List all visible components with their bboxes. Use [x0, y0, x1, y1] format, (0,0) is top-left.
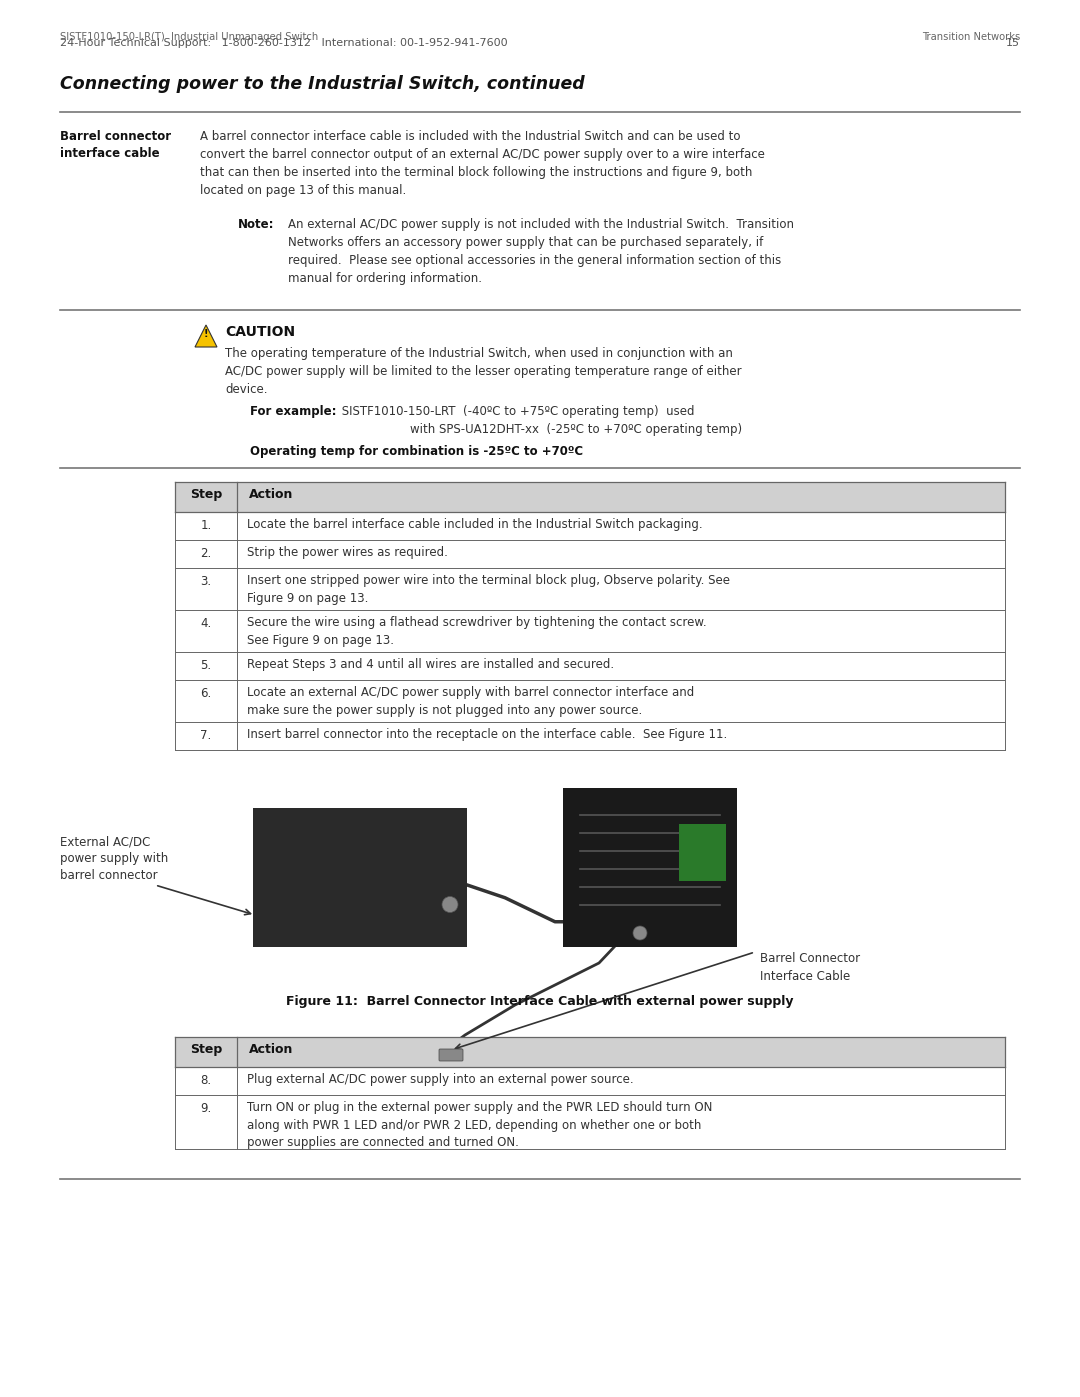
Text: Locate an external AC/DC power supply with barrel connector interface and
make s: Locate an external AC/DC power supply wi…	[247, 686, 694, 717]
FancyBboxPatch shape	[253, 807, 467, 947]
FancyBboxPatch shape	[175, 541, 1005, 569]
Text: Interface Cable: Interface Cable	[760, 970, 850, 983]
Text: Turn ON or plug in the external power supply and the PWR LED should turn ON
alon: Turn ON or plug in the external power su…	[247, 1101, 713, 1148]
Text: 24-Hour Technical Support:   1-800-260-1312   International: 00-1-952-941-7600: 24-Hour Technical Support: 1-800-260-131…	[60, 38, 508, 47]
Text: Step: Step	[190, 488, 222, 502]
Text: An external AC/DC power supply is not included with the Industrial Switch.  Tran: An external AC/DC power supply is not in…	[288, 218, 794, 285]
Text: For example:: For example:	[249, 405, 337, 418]
Text: 7.: 7.	[201, 729, 212, 742]
FancyBboxPatch shape	[175, 680, 1005, 722]
Text: SISTF1010-150-LRT  (-40ºC to +75ºC operating temp)  used: SISTF1010-150-LRT (-40ºC to +75ºC operat…	[338, 405, 694, 418]
FancyBboxPatch shape	[175, 1037, 1005, 1067]
Text: 1.: 1.	[201, 520, 212, 532]
Text: Insert one stripped power wire into the terminal block plug, Observe polarity. S: Insert one stripped power wire into the …	[247, 574, 730, 605]
Text: Connecting power to the Industrial Switch, continued: Connecting power to the Industrial Switc…	[60, 75, 584, 94]
Text: SISTF1010-150-LR(T)  Industrial Unmanaged Switch: SISTF1010-150-LR(T) Industrial Unmanaged…	[60, 32, 319, 42]
Text: 3.: 3.	[201, 576, 212, 588]
Text: 5.: 5.	[201, 659, 212, 672]
FancyBboxPatch shape	[175, 511, 1005, 541]
Text: Barrel Connector: Barrel Connector	[760, 951, 860, 965]
Text: 6.: 6.	[201, 687, 212, 700]
FancyBboxPatch shape	[563, 788, 737, 947]
Text: Figure 11:  Barrel Connector Interface Cable with external power supply: Figure 11: Barrel Connector Interface Ca…	[286, 995, 794, 1009]
Text: Plug external AC/DC power supply into an external power source.: Plug external AC/DC power supply into an…	[247, 1073, 634, 1085]
Text: Repeat Steps 3 and 4 until all wires are installed and secured.: Repeat Steps 3 and 4 until all wires are…	[247, 658, 615, 671]
Text: power supply with: power supply with	[60, 852, 168, 865]
Text: Insert barrel connector into the receptacle on the interface cable.  See Figure : Insert barrel connector into the recepta…	[247, 728, 727, 740]
FancyBboxPatch shape	[175, 482, 1005, 511]
Text: Transition Networks: Transition Networks	[921, 32, 1020, 42]
FancyBboxPatch shape	[175, 722, 1005, 750]
Text: 15: 15	[1005, 38, 1020, 47]
Text: 9.: 9.	[201, 1102, 212, 1115]
Text: !: !	[204, 330, 208, 339]
FancyBboxPatch shape	[438, 1049, 463, 1060]
FancyBboxPatch shape	[175, 1067, 1005, 1095]
Text: The operating temperature of the Industrial Switch, when used in conjunction wit: The operating temperature of the Industr…	[225, 346, 742, 395]
FancyBboxPatch shape	[175, 1095, 1005, 1148]
Text: Operating temp for combination is -25ºC to +70ºC: Operating temp for combination is -25ºC …	[249, 446, 583, 458]
Text: Action: Action	[249, 1044, 294, 1056]
FancyBboxPatch shape	[175, 569, 1005, 610]
Text: External AC/DC: External AC/DC	[60, 835, 150, 848]
Text: CAUTION: CAUTION	[225, 326, 295, 339]
Text: Barrel connector: Barrel connector	[60, 130, 171, 142]
Polygon shape	[195, 326, 217, 346]
Text: Step: Step	[190, 1044, 222, 1056]
Circle shape	[442, 897, 458, 912]
Text: Locate the barrel interface cable included in the Industrial Switch packaging.: Locate the barrel interface cable includ…	[247, 518, 703, 531]
Circle shape	[633, 926, 647, 940]
Text: 2.: 2.	[201, 548, 212, 560]
FancyBboxPatch shape	[175, 610, 1005, 652]
Text: interface cable: interface cable	[60, 147, 160, 161]
Text: 8.: 8.	[201, 1074, 212, 1087]
FancyBboxPatch shape	[175, 652, 1005, 680]
Text: A barrel connector interface cable is included with the Industrial Switch and ca: A barrel connector interface cable is in…	[200, 130, 765, 197]
Text: Note:: Note:	[238, 218, 274, 231]
FancyBboxPatch shape	[679, 824, 726, 882]
Text: Strip the power wires as required.: Strip the power wires as required.	[247, 546, 448, 559]
Text: barrel connector: barrel connector	[60, 869, 158, 882]
Text: Action: Action	[249, 488, 294, 502]
Text: 4.: 4.	[201, 617, 212, 630]
Text: with SPS-UA12DHT-xx  (-25ºC to +70ºC operating temp): with SPS-UA12DHT-xx (-25ºC to +70ºC oper…	[410, 423, 742, 436]
Text: Secure the wire using a flathead screwdriver by tightening the contact screw.
Se: Secure the wire using a flathead screwdr…	[247, 616, 706, 647]
